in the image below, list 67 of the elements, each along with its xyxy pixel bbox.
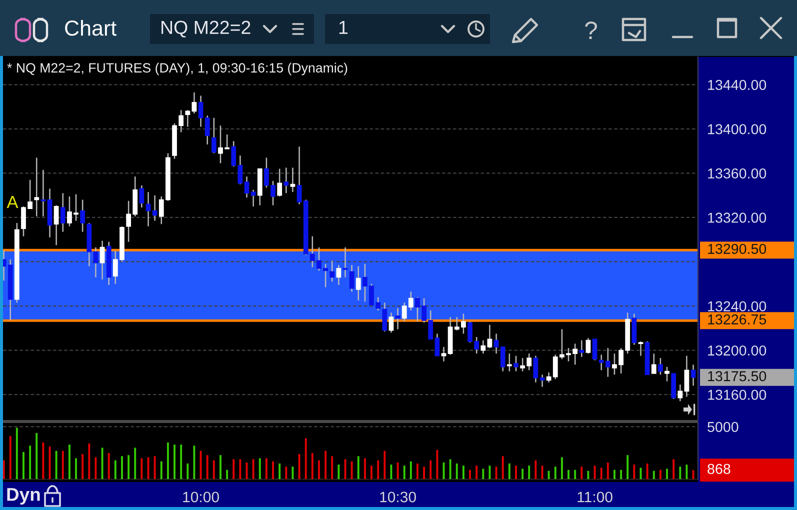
candlestick — [382, 302, 388, 332]
y-tick-label: 5000 — [708, 422, 738, 432]
candlestick — [80, 199, 86, 232]
text: 13175.50 — [708, 371, 766, 382]
candlestick — [533, 355, 538, 383]
candlestick — [494, 333, 499, 354]
x-tick-label: 10:30 — [380, 492, 416, 502]
candlestick — [651, 352, 656, 374]
candlestick — [277, 168, 282, 198]
candlestick — [100, 240, 105, 280]
ref-line-label: 13290.50 — [708, 244, 766, 254]
candlestick — [586, 337, 591, 354]
candlestick — [152, 194, 158, 222]
y-tick-label: 13400.00 — [708, 124, 766, 134]
candlestick — [34, 157, 40, 217]
candlestick — [638, 340, 644, 356]
chart-subtitle: * NQ M22=2, FUTURES (DAY), 1, 09:30-16:15 (Dynamic) — [7, 62, 348, 76]
candlestick — [290, 167, 296, 193]
candlestick — [592, 338, 598, 361]
candlestick — [500, 346, 506, 372]
candlestick — [395, 308, 400, 330]
candlestick — [336, 264, 342, 286]
candlestick — [356, 266, 361, 302]
y-tick-label: 13160.00 — [708, 390, 766, 400]
candlestick — [388, 312, 394, 334]
candlestick — [579, 340, 584, 358]
text: 868 — [708, 464, 730, 474]
candlestick — [487, 324, 492, 349]
candlestick — [250, 189, 256, 208]
candlestick — [204, 115, 210, 146]
candlestick — [664, 366, 670, 382]
x-tick-label: 10:00 — [183, 492, 219, 502]
candlestick — [60, 192, 66, 232]
candlestick — [244, 176, 250, 198]
y-tick-label: 13200.00 — [708, 345, 766, 356]
candlestick — [139, 184, 144, 208]
annotation: A — [6, 196, 18, 208]
candlestick — [185, 109, 190, 128]
candlestick — [506, 352, 512, 372]
text: 1 — [339, 20, 348, 34]
text: Dyn — [7, 488, 40, 505]
candlestick — [330, 260, 335, 282]
candlestick — [211, 117, 216, 154]
y-tick-label: 13320.00 — [708, 212, 766, 223]
ref-line-label: 13226.75 — [708, 314, 766, 325]
candlestick — [441, 346, 446, 362]
candlestick — [540, 374, 545, 388]
candlestick — [690, 364, 696, 386]
candlestick — [198, 95, 204, 128]
y-tick-label: 13440.00 — [708, 80, 766, 90]
chart-title: Chart — [65, 20, 116, 36]
candlestick — [514, 355, 518, 372]
candlestick — [658, 357, 663, 376]
candlestick — [40, 169, 46, 217]
candlestick — [192, 92, 197, 114]
y-tick-label: 13360.00 — [708, 168, 766, 179]
candlestick — [54, 204, 59, 246]
candlestick — [349, 264, 354, 292]
x-tick-label: 11:00 — [578, 492, 612, 502]
candlestick — [296, 146, 302, 205]
candlestick — [284, 167, 289, 194]
text: NQ M22=2 — [162, 20, 250, 38]
candlestick — [480, 340, 486, 354]
candlestick — [93, 246, 98, 278]
y-tick-label: 13240.00 — [708, 301, 766, 312]
candlestick — [342, 246, 348, 278]
candlestick — [546, 372, 552, 383]
